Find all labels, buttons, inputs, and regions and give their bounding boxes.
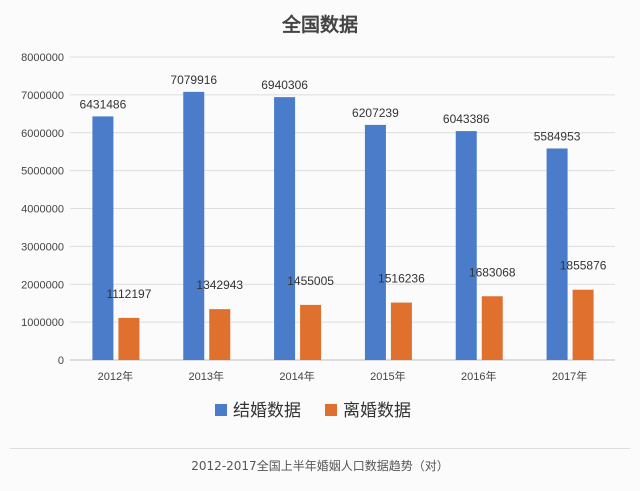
bar-divorce [572, 289, 594, 360]
data-label: 6940306 [261, 78, 308, 92]
bar-marriage [455, 131, 477, 360]
bar-divorce [481, 296, 503, 360]
data-label: 1455005 [287, 274, 334, 288]
bar-divorce [390, 302, 412, 360]
x-tick-label: 2015年 [370, 369, 405, 383]
legend-label: 离婚数据 [343, 401, 411, 421]
bar-marriage [92, 116, 114, 360]
chart-title: 全国数据 [281, 14, 358, 36]
bar-marriage [546, 148, 568, 360]
data-label: 6431486 [80, 97, 127, 111]
bar-divorce [118, 317, 140, 360]
bar-marriage [183, 91, 205, 361]
y-tick-label: 1000000 [21, 317, 64, 329]
y-tick-label: 0 [58, 355, 64, 367]
data-label: 1342943 [196, 278, 243, 292]
bar-marriage [364, 124, 386, 361]
data-label: 1516236 [378, 272, 425, 286]
bar-marriage [274, 97, 296, 360]
x-tick-label: 2013年 [189, 369, 224, 383]
data-label: 5584953 [534, 129, 581, 143]
y-tick-label: 5000000 [21, 166, 64, 178]
y-tick-label: 2000000 [21, 279, 64, 291]
bar-divorce [300, 304, 322, 360]
data-label: 1683068 [469, 265, 516, 279]
data-label: 1112197 [106, 287, 151, 301]
y-tick-label: 8000000 [21, 52, 64, 64]
y-tick-label: 3000000 [21, 241, 64, 253]
legend-label: 结婚数据 [233, 401, 301, 421]
y-tick-label: 7000000 [21, 90, 64, 102]
data-label: 6207239 [352, 106, 399, 120]
x-tick-label: 2017年 [552, 369, 587, 383]
caption-divider [10, 448, 630, 449]
legend-swatch [325, 404, 337, 416]
bar-divorce [209, 309, 231, 360]
y-tick-label: 4000000 [21, 204, 64, 216]
y-tick-label: 6000000 [21, 128, 64, 140]
x-tick-label: 2014年 [279, 369, 314, 383]
legend-swatch [215, 404, 227, 416]
data-label: 1855876 [560, 259, 607, 273]
chart-caption: 2012-2017全国上半年婚姻人口数据趋势（对） [191, 459, 449, 473]
data-label: 7079916 [170, 73, 217, 87]
x-tick-label: 2012年 [98, 369, 133, 383]
x-tick-label: 2016年 [461, 369, 496, 383]
data-label: 6043386 [443, 112, 490, 126]
